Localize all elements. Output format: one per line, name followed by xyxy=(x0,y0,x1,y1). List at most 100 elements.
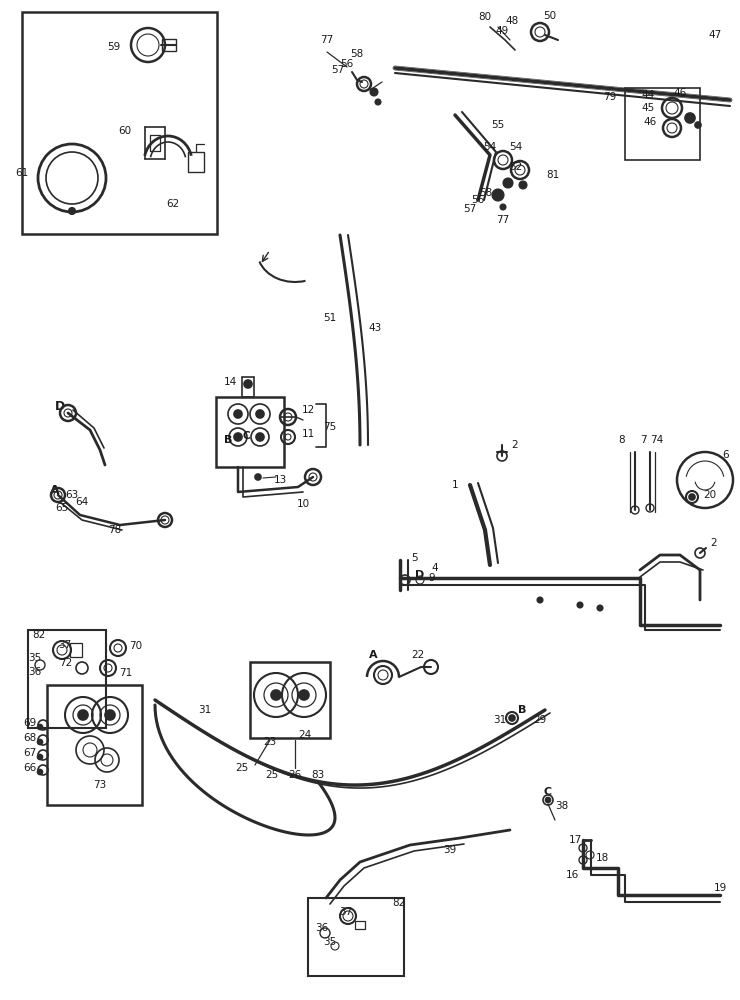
Text: 54: 54 xyxy=(509,142,522,152)
Text: 37: 37 xyxy=(58,640,72,650)
Text: 29: 29 xyxy=(534,715,547,725)
Circle shape xyxy=(234,410,242,418)
Text: 74: 74 xyxy=(650,435,664,445)
Text: 22: 22 xyxy=(411,650,425,660)
Text: 46: 46 xyxy=(673,88,687,98)
Text: 23: 23 xyxy=(263,737,277,747)
Text: 36: 36 xyxy=(28,667,41,677)
Text: 64: 64 xyxy=(75,497,89,507)
Bar xyxy=(308,898,404,976)
Text: 2: 2 xyxy=(511,440,518,450)
Bar xyxy=(242,377,254,397)
Circle shape xyxy=(38,740,42,744)
Text: 44: 44 xyxy=(642,90,655,100)
Text: 82: 82 xyxy=(392,898,406,908)
Text: 48: 48 xyxy=(505,16,519,26)
Text: 35: 35 xyxy=(28,653,41,663)
Circle shape xyxy=(370,88,378,96)
Bar xyxy=(162,39,176,51)
Circle shape xyxy=(695,122,701,128)
Text: 37: 37 xyxy=(340,907,353,917)
Text: 9: 9 xyxy=(428,573,435,583)
Text: 77: 77 xyxy=(320,35,334,45)
Text: 61: 61 xyxy=(16,168,29,178)
Circle shape xyxy=(509,715,515,721)
Text: 47: 47 xyxy=(708,30,722,40)
Circle shape xyxy=(375,99,381,105)
Text: 77: 77 xyxy=(497,215,510,225)
Text: 59: 59 xyxy=(107,42,121,52)
Text: 43: 43 xyxy=(369,323,382,333)
Text: D: D xyxy=(415,570,425,580)
Text: 18: 18 xyxy=(596,853,608,863)
Text: 11: 11 xyxy=(301,429,314,439)
Bar xyxy=(250,662,330,738)
Text: 26: 26 xyxy=(289,770,302,780)
Circle shape xyxy=(38,724,42,730)
Circle shape xyxy=(271,690,281,700)
Bar xyxy=(22,12,217,234)
Bar xyxy=(28,630,106,728)
Text: 24: 24 xyxy=(298,730,312,740)
Text: A: A xyxy=(50,484,60,496)
Text: 50: 50 xyxy=(543,11,556,21)
Text: 57: 57 xyxy=(332,65,345,75)
Text: 54: 54 xyxy=(483,142,497,152)
Text: 58: 58 xyxy=(480,188,493,198)
Text: 2: 2 xyxy=(710,538,717,548)
Text: 39: 39 xyxy=(443,845,457,855)
Text: 7: 7 xyxy=(639,435,646,445)
Text: 14: 14 xyxy=(223,377,237,387)
Bar xyxy=(216,397,284,467)
Bar xyxy=(355,921,365,929)
Text: 68: 68 xyxy=(24,733,36,743)
Text: 52: 52 xyxy=(509,162,522,172)
Bar xyxy=(70,643,82,657)
Circle shape xyxy=(256,410,264,418)
Text: 66: 66 xyxy=(24,763,36,773)
Text: 62: 62 xyxy=(166,199,180,209)
Text: 65: 65 xyxy=(56,503,69,513)
Text: C: C xyxy=(544,787,552,797)
Text: 4: 4 xyxy=(431,563,438,573)
Circle shape xyxy=(255,474,261,480)
Text: D: D xyxy=(55,400,65,414)
Text: 63: 63 xyxy=(65,490,78,500)
Circle shape xyxy=(689,494,695,500)
Circle shape xyxy=(500,204,506,210)
Circle shape xyxy=(38,754,42,760)
Text: B: B xyxy=(223,435,232,445)
Circle shape xyxy=(685,113,695,123)
Text: 56: 56 xyxy=(471,195,485,205)
Text: 51: 51 xyxy=(323,313,337,323)
Text: 60: 60 xyxy=(118,126,132,136)
Circle shape xyxy=(78,710,88,720)
Circle shape xyxy=(69,208,75,215)
Text: 55: 55 xyxy=(491,120,505,130)
Text: 35: 35 xyxy=(323,937,337,947)
Circle shape xyxy=(234,433,242,441)
Text: 12: 12 xyxy=(301,405,314,415)
Text: 46: 46 xyxy=(643,117,656,127)
Text: 38: 38 xyxy=(556,801,568,811)
Text: 13: 13 xyxy=(273,475,286,485)
Circle shape xyxy=(105,710,115,720)
Text: 49: 49 xyxy=(495,26,508,36)
Text: 31: 31 xyxy=(494,715,507,725)
Circle shape xyxy=(256,433,264,441)
Text: 1: 1 xyxy=(451,480,458,490)
Text: 72: 72 xyxy=(59,658,73,668)
Bar xyxy=(625,88,700,160)
Text: 71: 71 xyxy=(119,668,132,678)
Text: 78: 78 xyxy=(108,525,121,535)
Text: 70: 70 xyxy=(130,641,143,651)
Text: 57: 57 xyxy=(463,204,477,214)
Text: 19: 19 xyxy=(713,883,727,893)
Text: 20: 20 xyxy=(704,490,716,500)
Circle shape xyxy=(545,798,551,802)
Text: 73: 73 xyxy=(93,780,107,790)
Text: 25: 25 xyxy=(266,770,279,780)
Text: B: B xyxy=(518,705,526,715)
Text: 45: 45 xyxy=(642,103,655,113)
Text: 69: 69 xyxy=(24,718,36,728)
